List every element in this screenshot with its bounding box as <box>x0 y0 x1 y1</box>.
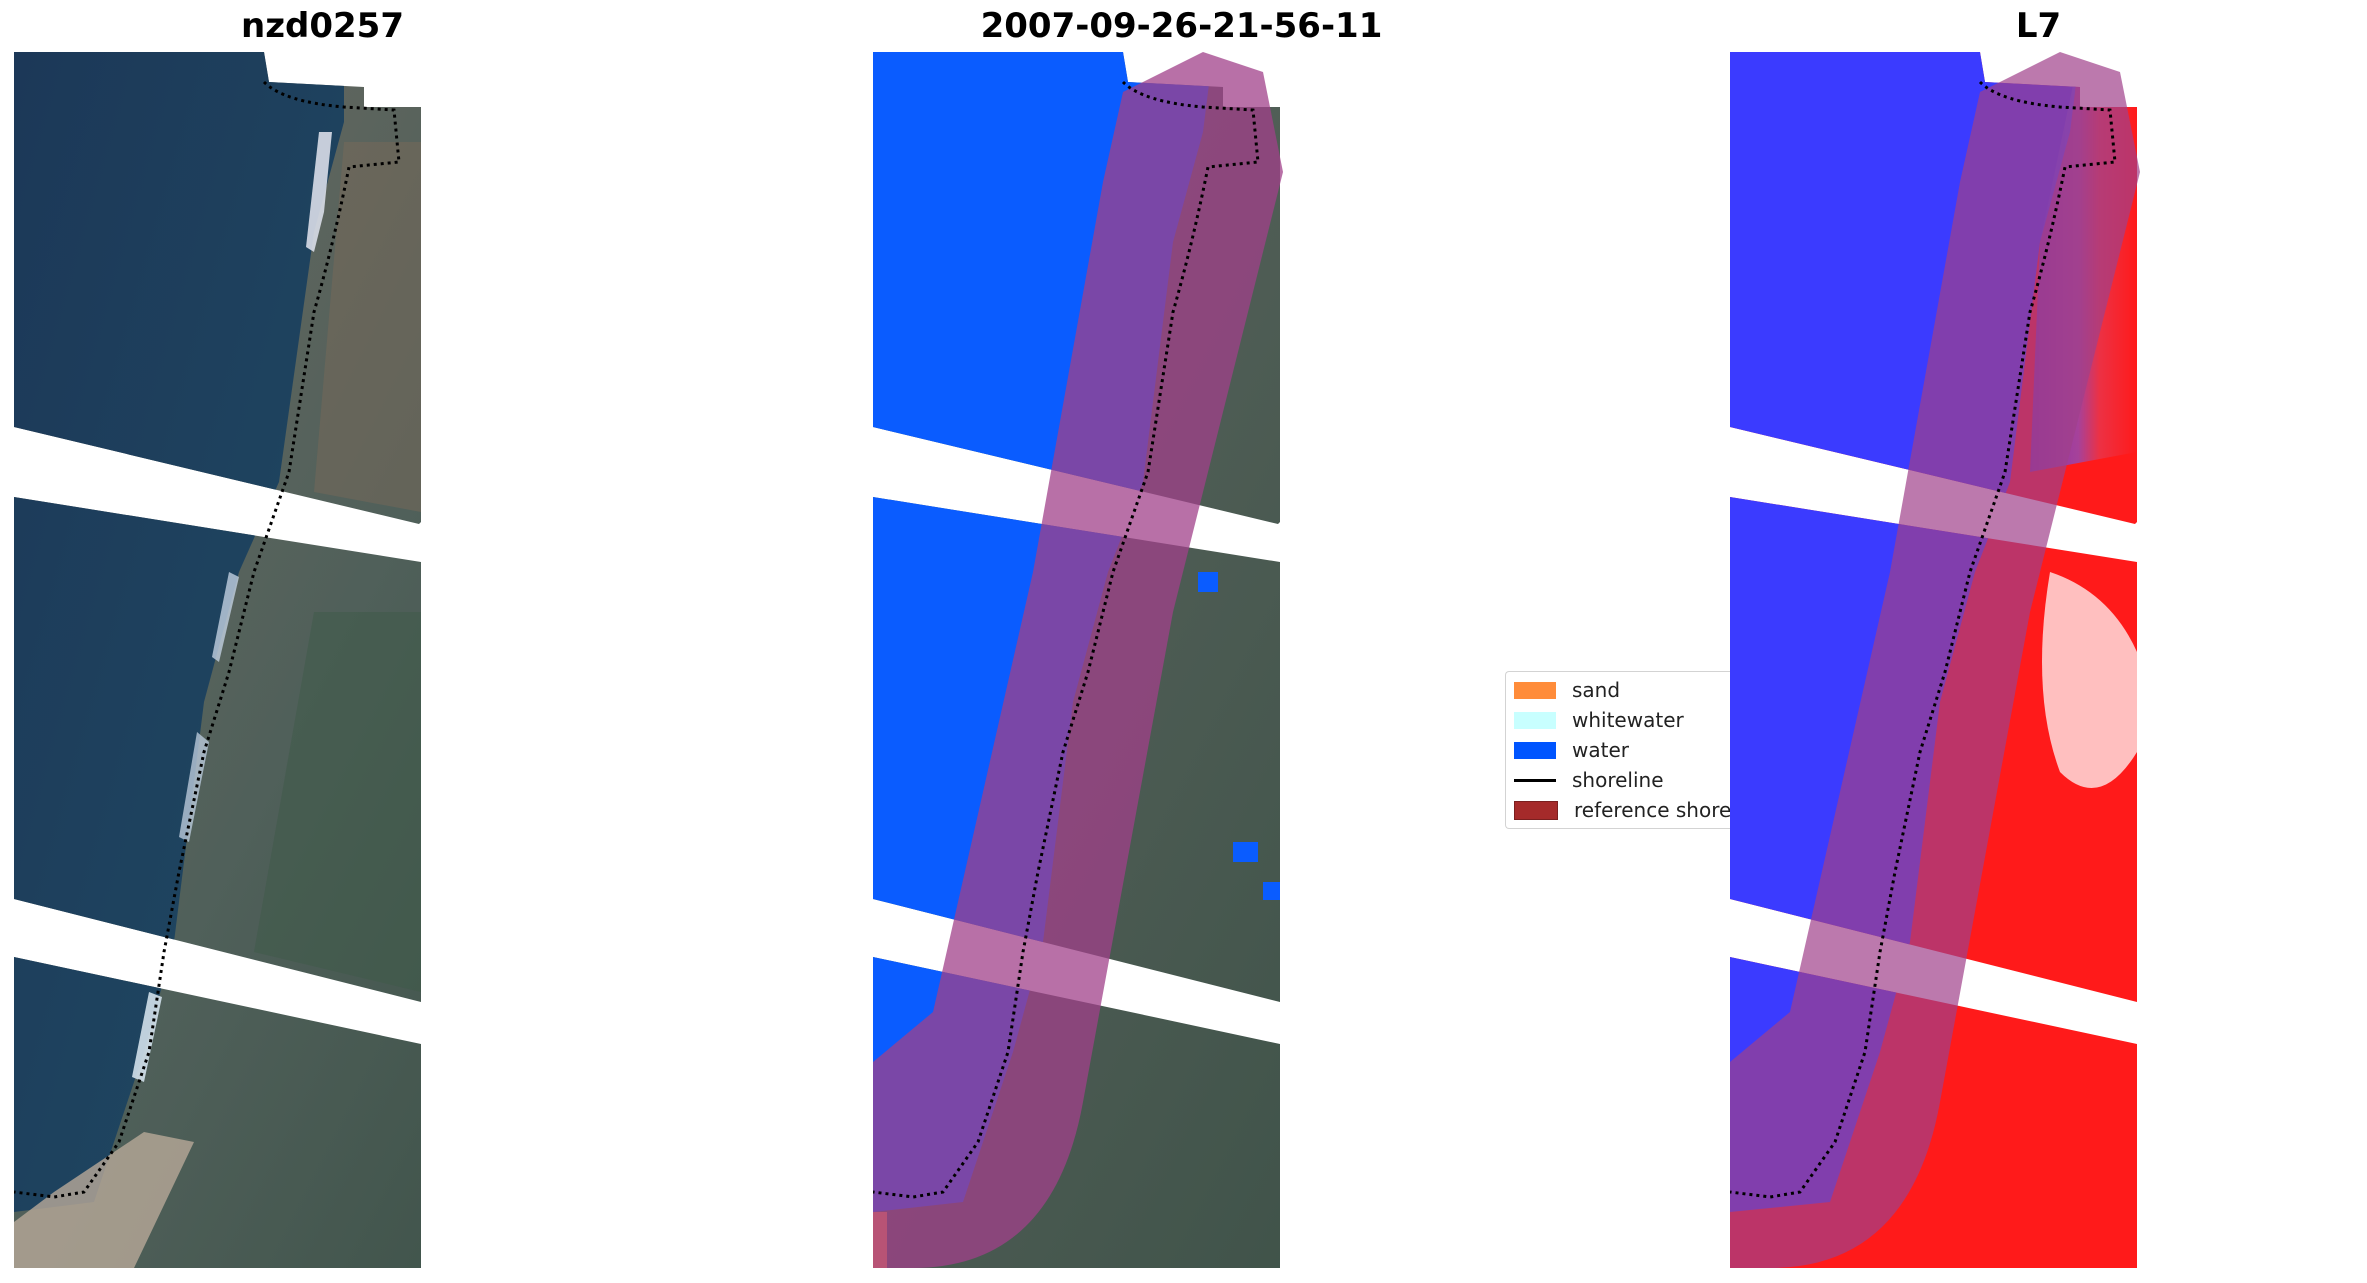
classified-image-panel <box>873 52 1490 1268</box>
panel-title-satellite: L7 <box>2015 6 2062 46</box>
legend-label: shoreline <box>1572 768 1664 792</box>
water-swatch <box>1514 741 1556 759</box>
buffer-swatch <box>1514 800 1558 820</box>
legend-label: reference shoreline buffer <box>1574 798 1731 822</box>
legend-label: water <box>1572 738 1629 762</box>
legend-item-whitewater: whitewater <box>1514 707 1684 733</box>
sand-swatch <box>1514 681 1556 699</box>
shoreline-swatch <box>1514 778 1556 782</box>
legend-label: sand <box>1572 678 1621 702</box>
legend-label: whitewater <box>1572 708 1684 732</box>
legend-item-sand: sand <box>1514 677 1620 703</box>
panel-title-date: 2007-09-26-21-56-11 <box>980 6 1383 46</box>
legend-item-reference-buffer: reference shoreline buffer <box>1514 797 1731 823</box>
panel-title-rgb: nzd0257 <box>241 6 404 46</box>
legend-item-water: water <box>1514 737 1629 763</box>
legend: sand whitewater water shoreline referenc… <box>1505 671 1731 829</box>
legend-item-shoreline: shoreline <box>1514 767 1664 793</box>
index-image-panel <box>1730 52 2347 1268</box>
whitewater-swatch <box>1514 711 1556 729</box>
rgb-image-panel <box>14 52 631 1268</box>
